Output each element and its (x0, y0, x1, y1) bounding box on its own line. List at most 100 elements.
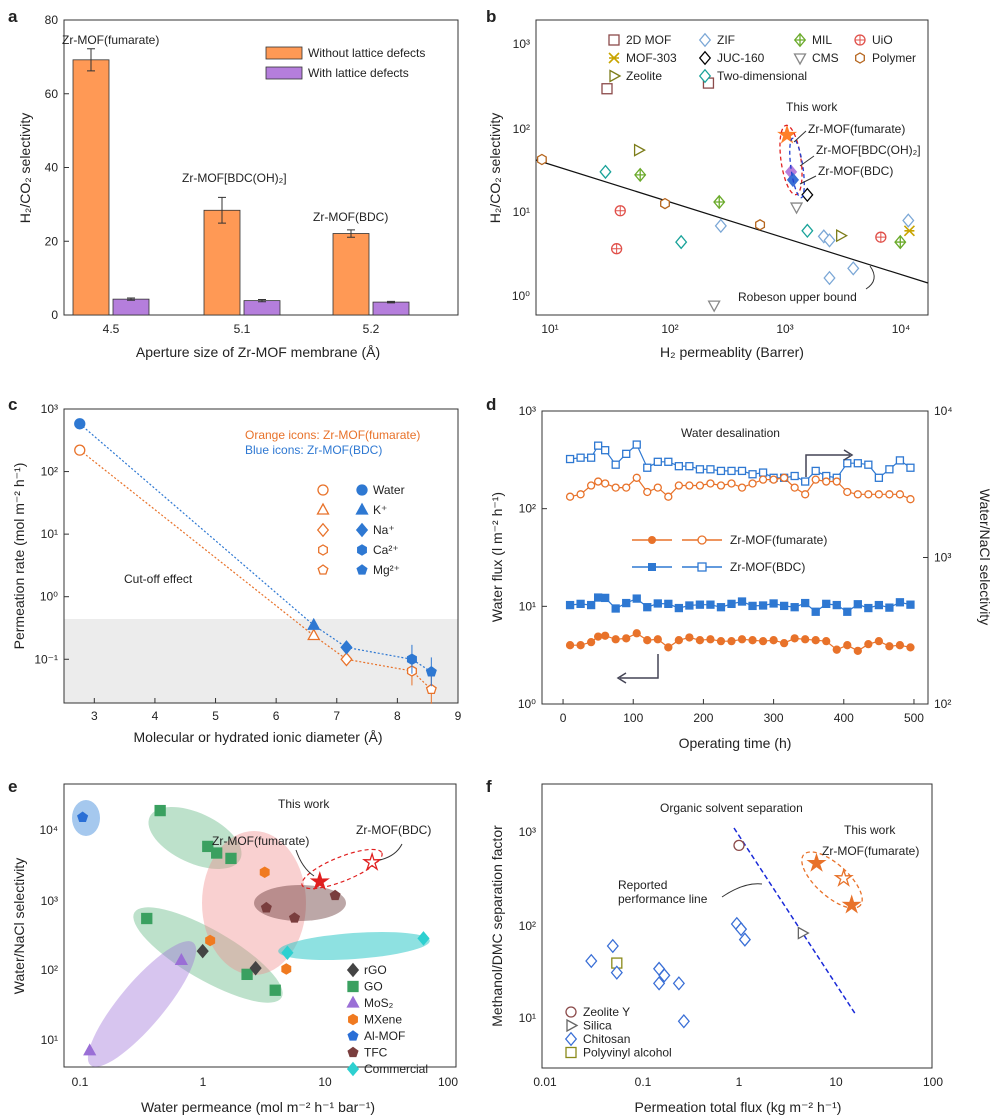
panel-d-frame (541, 410, 929, 705)
panel-c-region-label: Cut-off effect (124, 572, 193, 586)
panel-a-xtick-2: 5.1 (234, 322, 251, 336)
panel-d-flux-fumarate-point (895, 641, 905, 650)
panel-e-ytick-4: 10⁴ (39, 823, 58, 837)
panel-b-point (777, 124, 798, 144)
panel-a-errorbar (387, 300, 395, 304)
panel-b-legend-marker (609, 69, 622, 83)
panel-a-legend-swatch-2 (265, 66, 303, 80)
panel-d-selectivity-fumarate-point (653, 483, 662, 492)
panel-d-flux-fumarate-point (737, 635, 747, 644)
panel-d-selectivity-fumarate-point (906, 495, 915, 504)
panel-d-flux-bdc-point (822, 599, 831, 609)
panel-f-point (606, 938, 619, 954)
panel-e-legend-label: TFC (364, 1046, 388, 1060)
panel-b-ytick-4: 10³ (513, 37, 530, 51)
panel-c-legend-marker-blue (356, 484, 368, 496)
panel-e-xtick-4: 100 (438, 1075, 458, 1089)
panel-e-point (225, 852, 237, 865)
panel-d-selectivity-bdc-point (716, 466, 726, 476)
panel-d-flux-bdc-point (885, 603, 894, 612)
panel-d-flux-fumarate-point (643, 636, 652, 645)
panel-e-annot-bdc: Zr-MOF(BDC) (356, 823, 431, 837)
panel-e-legend-label: MoS₂ (364, 996, 394, 1010)
panel-d-selectivity-bdc-point (885, 465, 894, 474)
panel-f-annot-line-2: performance line (618, 892, 708, 906)
panel-d-flux-fumarate-point (832, 645, 841, 654)
panel-b-legend-label: Two-dimensional (717, 69, 807, 83)
panel-c-xtick-label: 6 (273, 709, 280, 723)
panel-a-annot-bdc: Zr-MOF(BDC) (313, 210, 388, 224)
panel-d-flux-bdc-point (565, 600, 575, 610)
panel-e-legend-marker (346, 1061, 360, 1077)
panel-d-selectivity-fumarate-point (674, 481, 684, 490)
panel-d-selectivity-fumarate-point (593, 477, 603, 486)
panel-d-ytick-label: 10² (519, 502, 536, 516)
panel-d-xlabel: Operating time (h) (679, 735, 792, 751)
panel-d-selectivity-bdc-point (906, 463, 915, 472)
panel-f-legend-marker (565, 1006, 577, 1018)
panel-d-flux-fumarate-point (622, 634, 631, 643)
panel-a-xtick-3: 5.2 (363, 322, 380, 336)
panel-f-legend-label: Zeolite Y (583, 1005, 630, 1019)
panel-b-arrow-2 (799, 155, 815, 167)
panel-b-legend-label: ZIF (717, 33, 735, 47)
panel-f-xtick-3: 1 (736, 1075, 743, 1089)
panel-b-legend-marker (698, 32, 712, 48)
panel-d-selectivity-bdc-point (748, 470, 757, 479)
panel-b-point (875, 231, 887, 243)
panel-d-flux-bdc-point (811, 607, 820, 616)
panel-f-point (734, 921, 748, 937)
panel-d-selectivity-fumarate-point (643, 487, 652, 497)
panel-c-point (74, 444, 86, 456)
panel-a-errorbar (258, 299, 266, 303)
panel-d-flux-fumarate-point (874, 637, 884, 646)
panel-b-legend-label: MOF-303 (626, 51, 677, 65)
panel-b-xtick-3: 10³ (776, 322, 793, 336)
panel-d-flux-fumarate-point (801, 635, 810, 644)
panel-f-legend-marker (566, 1018, 579, 1033)
panel-b-legend-label: MIL (812, 33, 832, 47)
panel-d-selectivity-fumarate-point (811, 475, 820, 484)
panel-a-legend-swatch-1 (265, 46, 303, 60)
panel-f-legend-marker (565, 1046, 577, 1059)
panel-f-ytick-2: 10² (519, 919, 536, 933)
panel-f-point (677, 1013, 690, 1029)
panel-f-point (733, 839, 745, 852)
panel-a-xtick-1: 4.5 (103, 322, 120, 336)
panel-d-selectivity-fumarate-point (622, 483, 631, 492)
panel-e-legend-label: rGO (364, 963, 387, 977)
panel-d-flux-fumarate-point (706, 635, 715, 644)
panel-d-selectivity-fumarate-point (611, 483, 620, 492)
panel-b-point (614, 205, 626, 217)
panel-d-selectivity-bdc-point (593, 441, 603, 450)
panel-d-legend-marker-1b (697, 535, 707, 545)
panel-d-flux-fumarate-point (664, 643, 673, 652)
panel-c-legend-marker-orange (317, 484, 329, 496)
panel-a-bar (72, 59, 110, 316)
panel-d-selectivity-bdc-point (706, 465, 715, 474)
panel-e-point (141, 912, 153, 925)
panel-c-legend-marker-blue (355, 522, 369, 538)
panel-b-legend-marker (855, 52, 865, 64)
panel-d-ytick-label: 10¹ (519, 599, 536, 613)
panel-b-legend-marker (793, 53, 807, 66)
panel-e-point (205, 934, 216, 947)
panel-d-flux-bdc-point (874, 600, 884, 610)
panel-b-annot-bdc: Zr-MOF(BDC) (818, 164, 893, 178)
panel-e-legend-marker (347, 980, 359, 993)
panel-d-flux-fumarate-point (822, 637, 831, 646)
panel-d-xtick-label: 300 (764, 711, 784, 725)
panel-d-selectivity-fumarate-point (779, 473, 789, 482)
panel-e-frame (63, 783, 457, 1068)
panel-b-point (823, 270, 836, 286)
panel-e-point (309, 871, 330, 891)
panel-d-flux-bdc-point (895, 598, 905, 607)
panel-d-flux-fumarate-point (769, 636, 778, 645)
panel-d-selectivity-fumarate-point (843, 487, 852, 497)
panel-d-selectivity-bdc-point (653, 457, 662, 466)
panel-c-point (406, 653, 417, 666)
panel-d-flux-fumarate-point (885, 642, 894, 651)
panel-d-flux-bdc-point (643, 603, 652, 612)
panel-b-point (536, 153, 547, 166)
panel-a-legend-label-1: Without lattice defects (308, 46, 425, 60)
